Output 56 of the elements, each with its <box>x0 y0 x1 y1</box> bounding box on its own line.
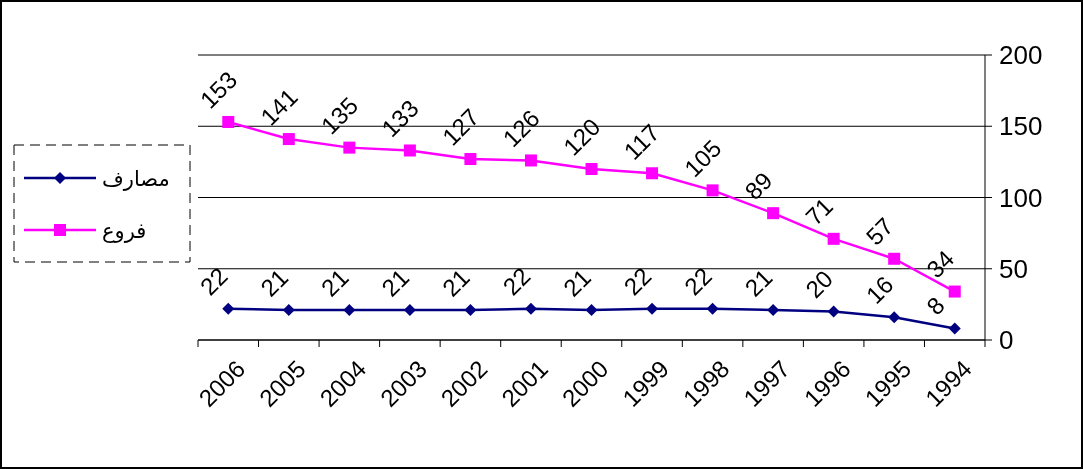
y-tick-label: 100 <box>999 182 1043 213</box>
point <box>888 311 901 324</box>
point <box>646 167 659 180</box>
point <box>343 304 356 317</box>
data-label: 126 <box>497 104 545 152</box>
point <box>464 153 477 166</box>
legend-label: مصارف <box>102 167 170 191</box>
data-label: 117 <box>618 118 665 165</box>
y-tick-label: 150 <box>999 111 1043 142</box>
point <box>948 322 961 335</box>
point <box>767 207 780 220</box>
data-label: 22 <box>618 262 657 301</box>
y-tick-label: 0 <box>999 325 1014 355</box>
data-label: 20 <box>800 265 839 304</box>
data-label: 141 <box>255 83 303 131</box>
data-label: 135 <box>315 91 364 140</box>
point <box>888 252 901 265</box>
data-label: 120 <box>557 113 606 161</box>
data-label: 57 <box>860 212 899 251</box>
data-label: 21 <box>376 263 415 302</box>
point <box>524 302 537 315</box>
y-tick-label: 50 <box>999 253 1028 284</box>
point <box>282 133 295 146</box>
point <box>403 144 416 157</box>
point <box>524 154 537 167</box>
data-label: 21 <box>557 263 596 302</box>
point <box>948 285 961 298</box>
y-tick-label: 200 <box>999 40 1043 70</box>
point <box>706 302 719 315</box>
legend-label: فروع <box>102 219 147 243</box>
point <box>343 141 356 154</box>
data-label: 21 <box>739 263 778 302</box>
data-label: 127 <box>436 103 485 151</box>
data-label: 22 <box>194 262 233 301</box>
data-label: 71 <box>800 192 839 231</box>
point <box>706 184 719 197</box>
data-label: 34 <box>921 245 960 284</box>
point <box>827 232 840 245</box>
data-label: 21 <box>315 263 354 302</box>
point <box>222 115 235 128</box>
point <box>585 304 598 317</box>
point <box>646 302 659 315</box>
data-label: 21 <box>255 263 294 302</box>
data-label: 89 <box>739 166 778 205</box>
data-label: 22 <box>497 262 536 301</box>
point <box>222 302 235 315</box>
data-label: 133 <box>376 94 424 143</box>
point <box>585 163 598 175</box>
data-label: 16 <box>860 270 899 309</box>
data-label: 21 <box>436 263 475 302</box>
point <box>827 305 840 318</box>
data-label: 8 <box>921 291 950 321</box>
data-label: 22 <box>679 262 717 301</box>
point <box>464 304 477 317</box>
data-label: 105 <box>679 134 727 182</box>
data-label: 153 <box>194 66 243 114</box>
